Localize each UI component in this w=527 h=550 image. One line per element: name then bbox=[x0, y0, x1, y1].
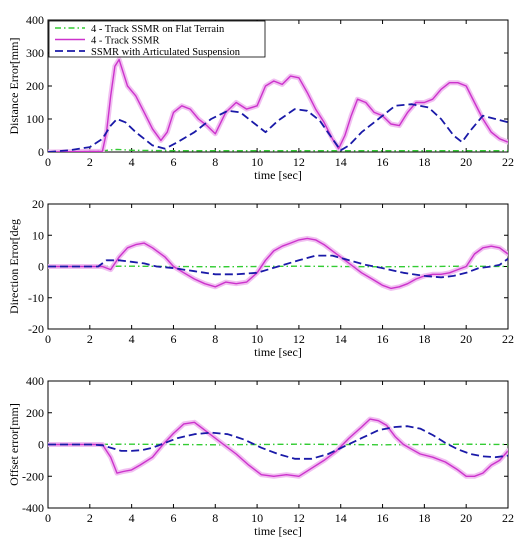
x-tick-label: 8 bbox=[212, 511, 218, 525]
series-line-4-track-ssmr bbox=[48, 418, 508, 477]
x-axis-label: time [sec] bbox=[254, 168, 302, 182]
y-tick-label: 0 bbox=[38, 145, 44, 159]
y-tick-label: 200 bbox=[26, 79, 44, 93]
x-tick-label: 10 bbox=[251, 511, 263, 525]
x-tick-label: 16 bbox=[377, 332, 389, 346]
x-tick-label: 22 bbox=[502, 332, 514, 346]
series-line-4-track-ssmr bbox=[48, 237, 508, 290]
series-glow-4-track-ssmr bbox=[48, 416, 508, 479]
series-glow-4-track-ssmr bbox=[48, 235, 508, 291]
x-tick-label: 0 bbox=[45, 511, 51, 525]
y-tick-label: -400 bbox=[22, 501, 44, 515]
x-tick-label: 10 bbox=[251, 332, 263, 346]
x-tick-label: 6 bbox=[170, 155, 176, 169]
x-tick-label: 12 bbox=[293, 332, 305, 346]
x-tick-label: 6 bbox=[170, 332, 176, 346]
x-tick-label: 8 bbox=[212, 332, 218, 346]
series-group bbox=[48, 416, 508, 479]
x-tick-label: 4 bbox=[129, 511, 135, 525]
x-tick-label: 20 bbox=[460, 511, 472, 525]
y-axis-label: Offset error[mm] bbox=[7, 403, 21, 486]
x-tick-label: 22 bbox=[502, 155, 514, 169]
y-tick-label: 20 bbox=[32, 197, 44, 211]
x-tick-label: 14 bbox=[335, 332, 347, 346]
y-tick-label: 400 bbox=[26, 13, 44, 27]
y-tick-label: 10 bbox=[32, 228, 44, 242]
series-line-ssmr-with-articulated-suspension bbox=[48, 254, 508, 279]
x-tick-label: 12 bbox=[293, 511, 305, 525]
series-line-4-track-ssmr-on-flat-terrain bbox=[48, 443, 508, 446]
series-line-ssmr-with-articulated-suspension bbox=[48, 425, 508, 460]
series-line-4-track-ssmr bbox=[48, 58, 508, 152]
x-tick-label: 0 bbox=[45, 332, 51, 346]
x-axis-label: time [sec] bbox=[254, 524, 302, 538]
y-axis-label: Direction Error[deg bbox=[7, 219, 21, 314]
x-tick-label: 0 bbox=[45, 155, 51, 169]
y-tick-label: 400 bbox=[26, 374, 44, 388]
x-tick-label: 16 bbox=[377, 511, 389, 525]
y-tick-label: 300 bbox=[26, 46, 44, 60]
x-tick-label: 12 bbox=[293, 155, 305, 169]
series-glow-4-track-ssmr bbox=[48, 57, 508, 152]
x-tick-label: 16 bbox=[377, 155, 389, 169]
y-tick-label: 0 bbox=[38, 260, 44, 274]
legend-label: 4 - Track SSMR on Flat Terrain bbox=[91, 24, 225, 35]
x-tick-label: 20 bbox=[460, 155, 472, 169]
y-tick-label: -200 bbox=[22, 469, 44, 483]
x-tick-label: 14 bbox=[335, 155, 347, 169]
x-tick-label: 8 bbox=[212, 155, 218, 169]
x-tick-label: 2 bbox=[87, 332, 93, 346]
x-tick-label: 18 bbox=[418, 511, 430, 525]
series-group bbox=[48, 57, 508, 152]
y-tick-label: 0 bbox=[38, 438, 44, 452]
x-tick-label: 18 bbox=[418, 155, 430, 169]
x-tick-label: 2 bbox=[87, 155, 93, 169]
chart-panel-1: 0 2 4 6 8 10 12 14 16 18 20 22 0 100 200 300 400 time [se… bbox=[7, 13, 514, 182]
series-line-ssmr-with-articulated-suspension bbox=[48, 103, 508, 152]
chart-panel-3: 0 2 4 6 8 10 12 14 16 18 20 22 -400 -200 0 200 400 time [… bbox=[7, 374, 514, 538]
chart-panel-2: 0 2 4 6 8 10 12 14 16 18 20 22 -20 -10 0 10 20 time [sec]… bbox=[7, 197, 514, 359]
x-tick-label: 4 bbox=[129, 155, 135, 169]
x-tick-label: 20 bbox=[460, 332, 472, 346]
x-axis-label: time [sec] bbox=[254, 345, 302, 359]
y-axis-label: Distance Error[mm] bbox=[7, 38, 21, 135]
x-tick-label: 14 bbox=[335, 511, 347, 525]
x-tick-label: 10 bbox=[251, 155, 263, 169]
x-tick-label: 6 bbox=[170, 511, 176, 525]
series-line-4-track-ssmr-on-flat-terrain bbox=[48, 265, 508, 268]
legend-label: SSMR with Articulated Suspension bbox=[91, 47, 241, 58]
series-group bbox=[48, 235, 508, 291]
x-tick-label: 4 bbox=[129, 332, 135, 346]
y-tick-label: 200 bbox=[26, 406, 44, 420]
x-tick-label: 2 bbox=[87, 511, 93, 525]
x-tick-label: 22 bbox=[502, 511, 514, 525]
y-tick-label: -10 bbox=[28, 291, 44, 305]
y-tick-label: -20 bbox=[28, 322, 44, 336]
y-tick-label: 100 bbox=[26, 112, 44, 126]
x-tick-label: 18 bbox=[418, 332, 430, 346]
legend-label: 4 - Track SSMR bbox=[91, 36, 160, 47]
